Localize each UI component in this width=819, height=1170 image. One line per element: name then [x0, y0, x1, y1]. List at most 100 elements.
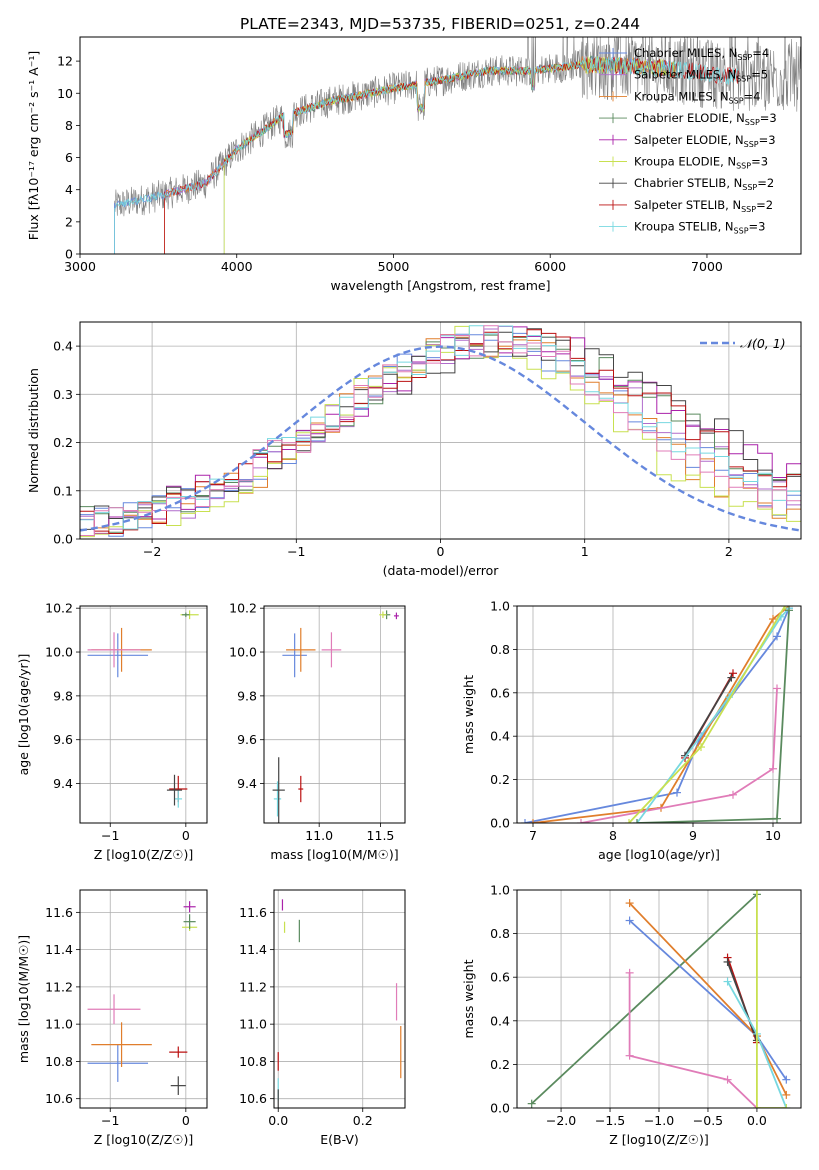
y-tick-label: 10.0: [45, 645, 73, 660]
data-point: [321, 632, 342, 668]
x-tick-label: 0: [182, 828, 190, 843]
x-tick-label: 7: [529, 828, 537, 843]
data-point: [282, 633, 307, 678]
legend-entry: Kroupa MILES, NSSP=4: [634, 89, 760, 105]
panel-mass-vs-Z: −1 0 10.6 10.8 11.0 11.2 11.4 11.6 Z [log10(Z/Z☉…: [16, 889, 208, 1147]
weight-marker: [625, 916, 634, 925]
y-tick-label: 0.4: [490, 1013, 510, 1028]
plot-area: [277, 899, 402, 1108]
y-tick-label: 11.4: [239, 942, 267, 957]
y-tick-label: 0: [65, 247, 73, 262]
panel-mass-vs-EBV: 0.0 0.2 10.6 10.8 11.0 11.2 11.4 11.6 E(B-V): [239, 889, 406, 1147]
y-tick-label: 0.2: [490, 772, 510, 787]
x-tick-label: 4000: [221, 259, 253, 274]
x-tick-label: −2: [143, 544, 161, 559]
y-tick-label: 11.2: [45, 979, 73, 994]
weight-line: [756, 890, 787, 1108]
weight-marker: [723, 1075, 732, 1084]
x-tick-label: −1: [287, 544, 305, 559]
y-tick-label: 10: [57, 86, 73, 101]
y-tick-label: 10.2: [45, 601, 73, 616]
plot-area: [527, 890, 791, 1108]
y-tick-label: 10.2: [229, 601, 257, 616]
weight-line: [726, 961, 758, 1041]
x-tick-label: −1.5: [595, 1113, 625, 1128]
x-tick-label: 6000: [534, 259, 566, 274]
y-tick-label: 0.6: [490, 685, 510, 700]
data-point: [273, 781, 282, 817]
histogram-series: [80, 328, 801, 530]
data-point: [87, 1044, 149, 1082]
y-tick-label: 12: [57, 54, 73, 69]
legend: 𝒩(0, 1): [700, 336, 786, 351]
y-tick-label: 9.6: [53, 732, 73, 747]
x-tick-label: −1.0: [644, 1113, 674, 1128]
y-tick-label: 10.8: [239, 1054, 267, 1069]
x-tick-label: 5000: [378, 259, 410, 274]
axes-frame: [79, 321, 802, 540]
weight-marker: [723, 977, 732, 986]
weight-line: [524, 607, 790, 823]
legend-entry: Chabrier ELODIE, NSSP=3: [634, 111, 777, 127]
y-tick-label: 0.4: [53, 339, 73, 354]
weight-marker: [782, 1090, 791, 1099]
data-point: [87, 632, 141, 668]
y-tick-label: 9.4: [237, 776, 257, 791]
data-point: [87, 994, 141, 1025]
plot-area: [80, 325, 801, 538]
y-tick-label: 11.0: [239, 1017, 267, 1032]
weight-marker: [781, 606, 789, 610]
plot-area: [521, 606, 793, 823]
legend-entry: Salpeter STELIB, NSSP=2: [634, 198, 773, 214]
x-tick-label: 7000: [691, 259, 723, 274]
x-tick-label: 2: [725, 544, 733, 559]
x-axis-label: Z [log10(Z/Z☉)]: [94, 1132, 194, 1147]
weight-marker: [785, 606, 793, 615]
y-tick-label: 11.6: [239, 905, 267, 920]
x-tick-label: −1: [101, 1113, 119, 1128]
panel-age-vs-mass: 11.0 11.5 9.4 9.6 9.8 10.0 10.2 mass [log10(M/M…: [229, 601, 406, 862]
weight-marker: [625, 899, 634, 908]
weight-marker: [773, 632, 781, 641]
weight-marker: [752, 890, 761, 894]
weight-marker: [769, 764, 777, 773]
weight-line: [580, 688, 778, 823]
x-tick-label: 0.0: [747, 1113, 767, 1128]
x-axis-label: wavelength [Angstrom, rest frame]: [330, 278, 550, 293]
weight-line: [531, 893, 758, 1105]
grid: [80, 606, 207, 823]
plot-area: [272, 610, 399, 823]
figure-title: PLATE=2343, MJD=53735, FIBERID=0251, z=0…: [240, 15, 640, 33]
weight-marker: [782, 1075, 791, 1084]
y-tick-label: 11.0: [45, 1017, 73, 1032]
y-tick-label: 0.8: [490, 926, 510, 941]
y-tick-label: 0.0: [490, 816, 510, 831]
y-tick-label: 0.2: [53, 435, 73, 450]
data-point: [169, 1046, 188, 1058]
legend-entry: Salpeter MILES, NSSP=5: [634, 68, 768, 84]
weight-marker: [625, 819, 633, 823]
spectrum-line: [114, 56, 738, 254]
weight-marker: [527, 1099, 536, 1108]
y-tick-label: 9.6: [237, 732, 257, 747]
y-tick-label: 9.8: [53, 688, 73, 703]
plot-area: [87, 610, 199, 808]
data-point: [379, 611, 387, 619]
weight-marker: [773, 684, 781, 693]
y-tick-label: 10.8: [45, 1054, 73, 1069]
histogram-series: [80, 325, 801, 536]
y-tick-label: 1.0: [490, 883, 510, 898]
normal-curve: [80, 345, 801, 532]
y-tick-label: 0.0: [53, 532, 73, 547]
spectrum-line: [114, 37, 801, 254]
x-tick-label: 0.2: [353, 1113, 373, 1128]
y-tick-label: 1.0: [490, 599, 510, 614]
data-point: [91, 1022, 152, 1068]
y-tick-label: 0.8: [490, 642, 510, 657]
data-point: [170, 1076, 186, 1095]
weight-marker: [729, 669, 737, 678]
data-point: [272, 757, 285, 823]
panel-age-vs-Z: −1 0 9.4 9.6 9.8 10.0 10.2 Z [log10(Z/Z☉)] age […: [16, 601, 208, 862]
weight-marker: [727, 673, 736, 682]
x-tick-label: 0: [182, 1113, 190, 1128]
